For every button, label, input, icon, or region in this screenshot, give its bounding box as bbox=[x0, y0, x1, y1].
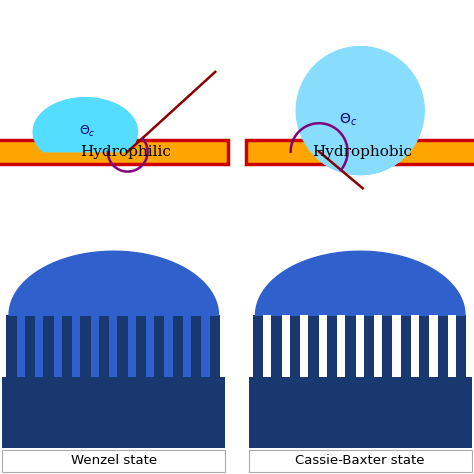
Bar bbox=[448, 315, 456, 377]
Bar bbox=[300, 315, 308, 377]
Bar bbox=[456, 315, 466, 377]
Bar bbox=[290, 315, 300, 377]
Bar bbox=[319, 315, 327, 377]
Bar bbox=[2, 450, 225, 472]
Bar bbox=[271, 315, 282, 377]
Bar bbox=[382, 315, 392, 377]
Bar bbox=[154, 315, 164, 377]
Bar bbox=[164, 315, 173, 377]
Bar bbox=[43, 315, 54, 377]
Bar bbox=[364, 315, 374, 377]
Polygon shape bbox=[33, 98, 137, 152]
Bar bbox=[2, 377, 225, 448]
Bar bbox=[327, 315, 337, 377]
Bar bbox=[282, 315, 290, 377]
Bar bbox=[62, 315, 72, 377]
Polygon shape bbox=[255, 251, 465, 315]
Polygon shape bbox=[296, 46, 424, 174]
Bar bbox=[146, 315, 154, 377]
Text: Cassie-Baxter state: Cassie-Baxter state bbox=[295, 454, 425, 467]
Bar bbox=[99, 315, 109, 377]
Bar bbox=[401, 315, 411, 377]
Bar bbox=[308, 315, 319, 377]
Bar bbox=[429, 315, 438, 377]
Bar bbox=[25, 315, 35, 377]
Bar bbox=[72, 315, 80, 377]
Bar bbox=[249, 450, 472, 472]
Bar bbox=[173, 315, 183, 377]
Text: $\Theta_c$: $\Theta_c$ bbox=[339, 111, 357, 128]
Bar bbox=[419, 315, 429, 377]
Text: $\Theta_c$: $\Theta_c$ bbox=[79, 124, 96, 139]
Bar bbox=[91, 315, 99, 377]
Bar bbox=[54, 315, 62, 377]
Bar bbox=[411, 315, 419, 377]
Bar bbox=[210, 315, 220, 377]
Bar bbox=[117, 315, 128, 377]
Bar bbox=[263, 315, 271, 377]
Bar bbox=[109, 315, 117, 377]
Text: Wenzel state: Wenzel state bbox=[71, 454, 157, 467]
Bar bbox=[80, 315, 91, 377]
Bar bbox=[253, 315, 263, 377]
Bar bbox=[374, 315, 382, 377]
Bar bbox=[6, 315, 17, 377]
Bar bbox=[337, 315, 345, 377]
Bar bbox=[17, 315, 25, 377]
Bar bbox=[246, 140, 474, 164]
Bar bbox=[136, 315, 146, 377]
Polygon shape bbox=[9, 251, 219, 315]
Bar bbox=[35, 315, 43, 377]
Bar bbox=[191, 315, 201, 377]
Bar bbox=[392, 315, 401, 377]
Bar bbox=[249, 377, 472, 448]
Text: Hydrophobic: Hydrophobic bbox=[313, 145, 412, 159]
Bar bbox=[183, 315, 191, 377]
Bar bbox=[356, 315, 364, 377]
Bar bbox=[201, 315, 210, 377]
Text: Hydrophilic: Hydrophilic bbox=[80, 145, 171, 159]
Bar bbox=[438, 315, 448, 377]
Bar bbox=[345, 315, 356, 377]
Bar bbox=[128, 315, 136, 377]
Bar bbox=[0, 140, 228, 164]
